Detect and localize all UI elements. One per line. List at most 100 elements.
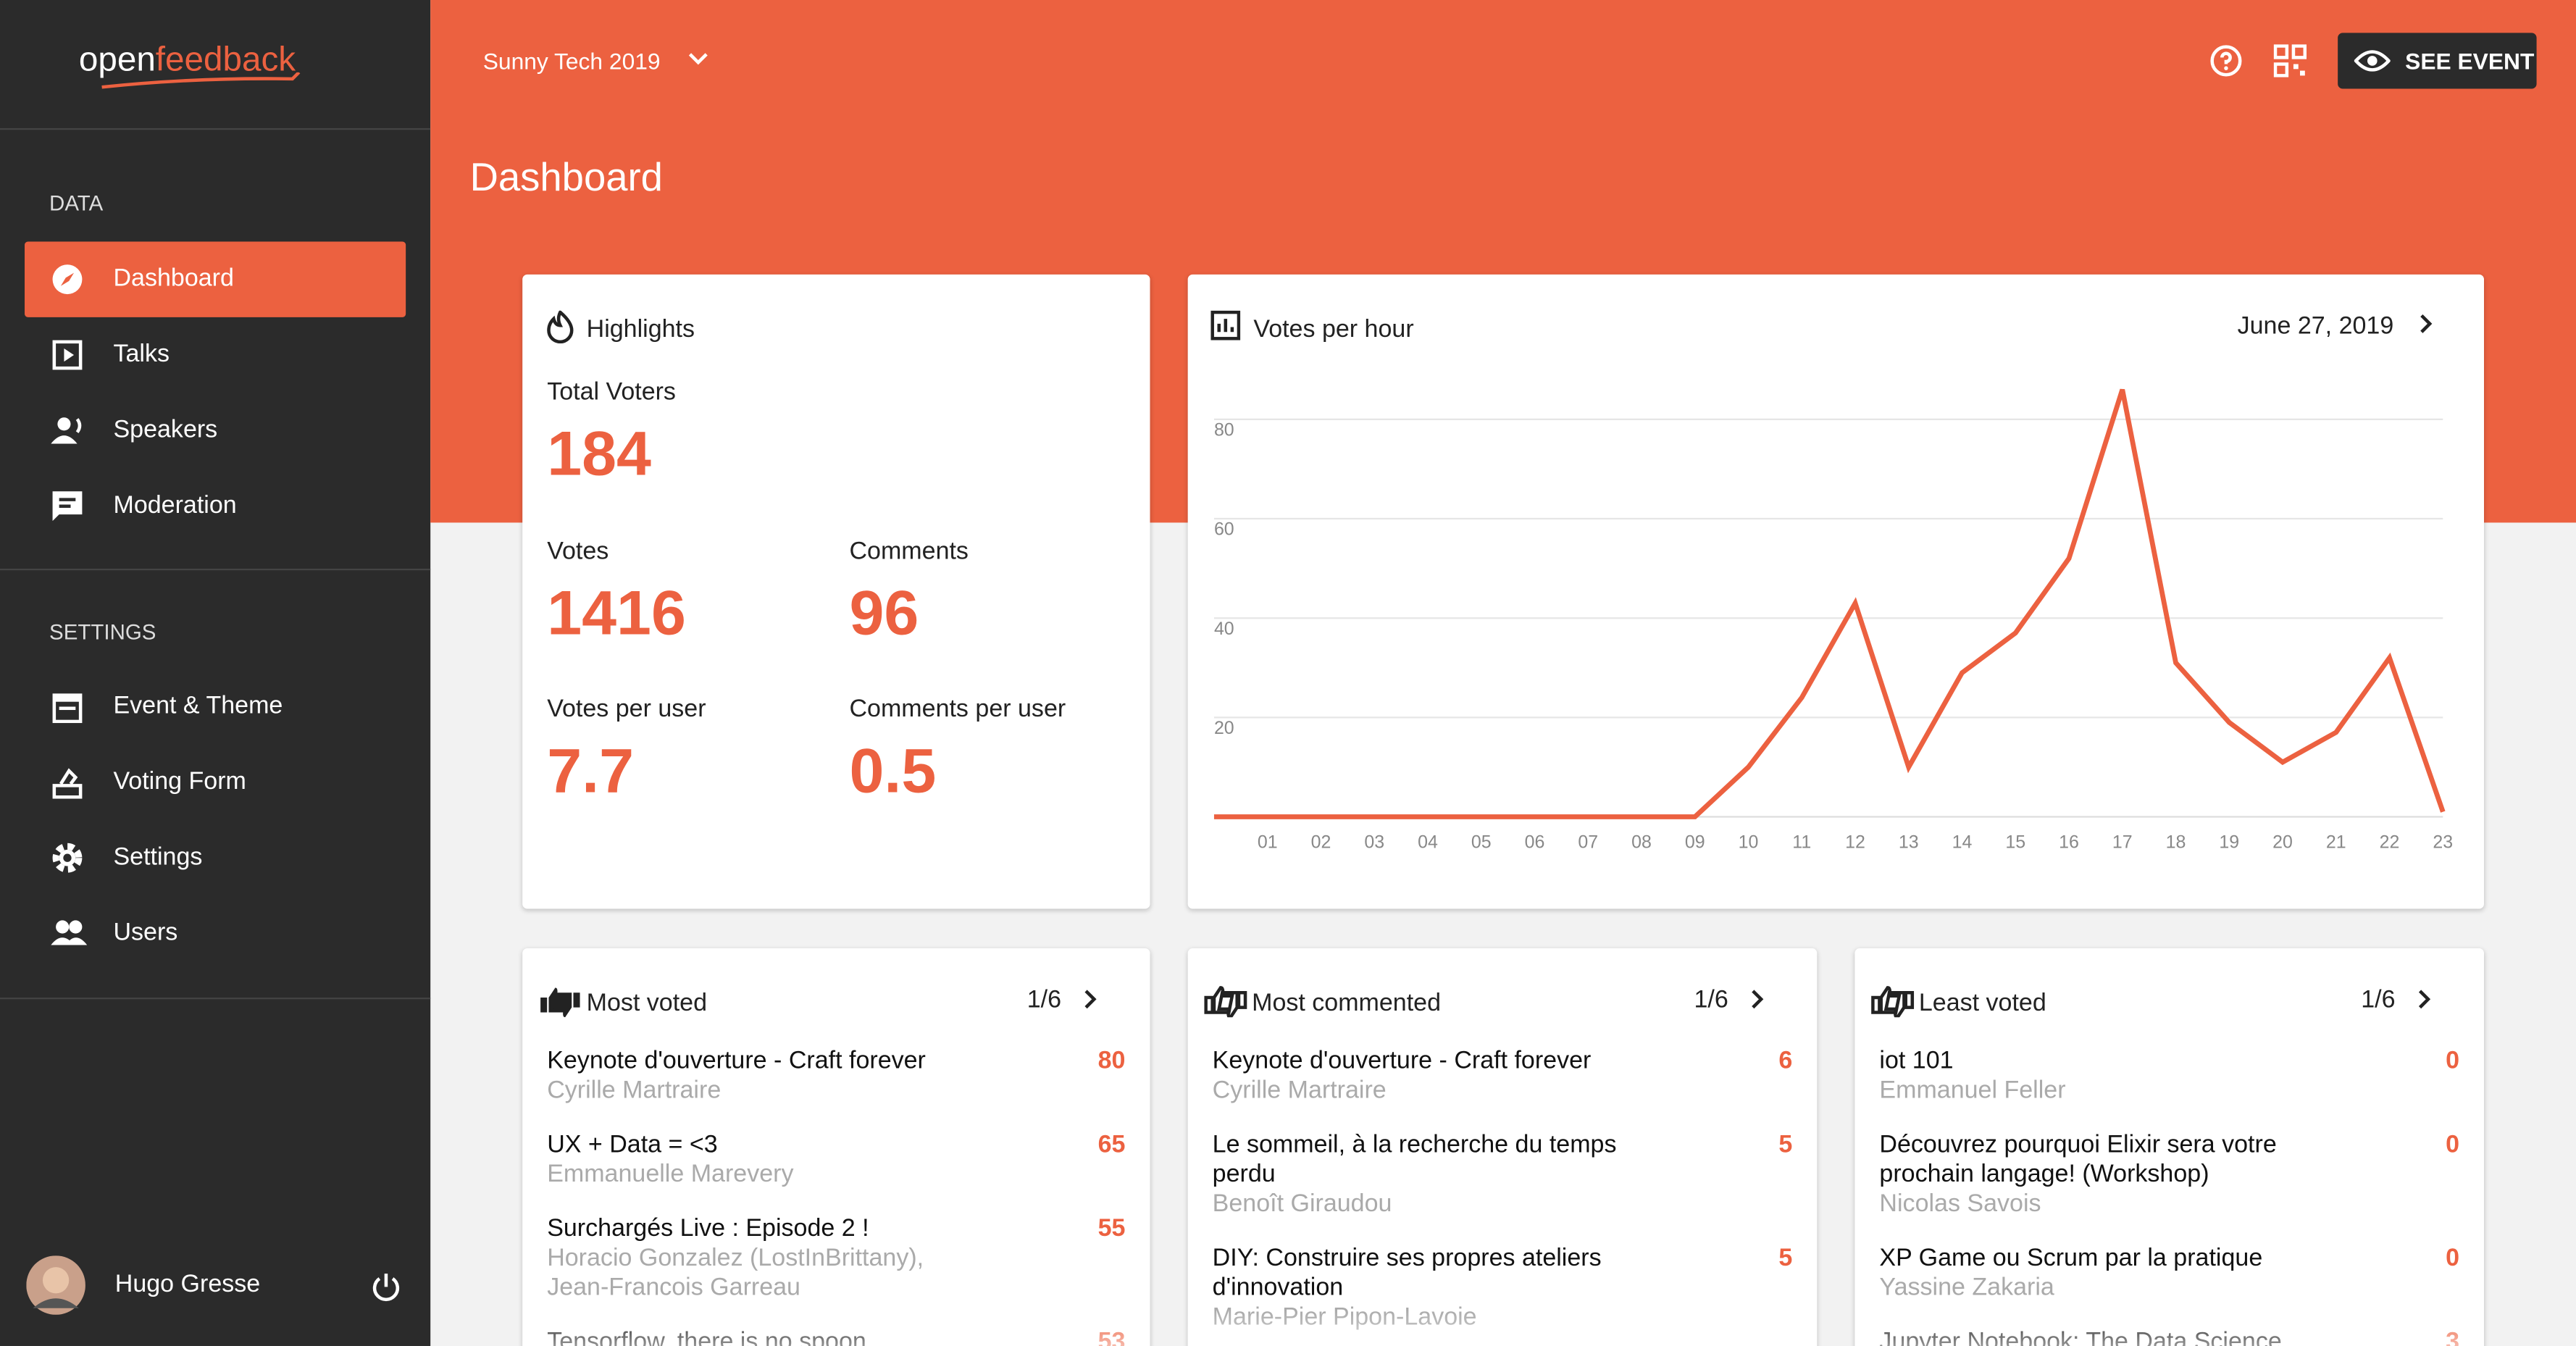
talk-item[interactable]: XP Game ou Scrum par la pratique Yassine … <box>1879 1244 2459 1303</box>
x-tick-label: 12 <box>1845 832 1865 853</box>
talk-value: 0 <box>2446 1244 2459 1272</box>
next-page[interactable] <box>2415 987 2435 1011</box>
nav-item[interactable]: Users <box>25 895 406 971</box>
talk-title: iot 101 <box>1879 1047 1954 1075</box>
talk-item[interactable]: Le sommeil, à la recherche du temps perd… <box>1213 1131 1793 1220</box>
help-icon[interactable] <box>2209 44 2242 77</box>
nav-label: Voting Form <box>113 767 246 796</box>
section-title: DATA <box>49 191 104 216</box>
talk-item[interactable]: Keynote d'ouverture - Craft forever Cyril… <box>547 1047 1125 1106</box>
nav-label: Speakers <box>113 415 218 444</box>
icon <box>52 340 83 370</box>
nav-item[interactable]: Event & Theme <box>25 669 406 744</box>
talk-speakers: Cyrille Martraire <box>547 1076 722 1105</box>
talk-value: 80 <box>1097 1047 1126 1075</box>
talk-value: 6 <box>1778 1047 1793 1075</box>
chart-icon <box>1210 310 1241 340</box>
x-tick-label: 19 <box>2219 832 2239 853</box>
nav-item[interactable]: Speakers <box>25 393 406 468</box>
logo-text: open <box>78 41 156 79</box>
icon <box>52 264 83 295</box>
line-chart: 20 40 60 80 01 02 03 04 05 06 07 08 09 10 11 12 13 14 15 16… <box>1213 388 2453 853</box>
see-event-button[interactable]: SEE EVENT <box>2338 33 2537 89</box>
x-tick-label: 09 <box>1685 832 1705 853</box>
stat-value: 7.7 <box>547 737 635 807</box>
y-tick-label: 20 <box>1214 718 1234 738</box>
divider <box>0 568 431 571</box>
card-title: Least voted <box>1918 989 2046 1018</box>
x-tick-label: 13 <box>1899 832 1919 853</box>
talk-title: DIY: Construire ses propres ateliers d'i… <box>1212 1244 1602 1302</box>
sidebar: openfeedback DATA Dashboard Talks Speake… <box>0 0 431 1346</box>
x-tick-label: 05 <box>1471 832 1492 853</box>
stat-label: Votes per user <box>547 695 706 724</box>
talk-title: Keynote d'ouverture - Craft forever <box>1212 1047 1592 1075</box>
talk-item[interactable]: Surchargés Live : Episode 2 ! Horacio Gon… <box>547 1214 1125 1303</box>
logo[interactable]: openfeedback <box>79 41 296 80</box>
talk-item[interactable]: Découvrez pourquoi Elixir sera votre pro… <box>1879 1131 2459 1220</box>
x-tick-label: 23 <box>2433 832 2453 853</box>
qr-icon[interactable] <box>2273 44 2307 78</box>
nav-item[interactable]: Moderation <box>25 469 406 544</box>
pager: 1/6 <box>2361 986 2396 1014</box>
highlights-card: Highlights Total Voters 184 Votes 1416 C… <box>522 274 1150 909</box>
logout-icon[interactable] <box>369 1271 402 1303</box>
next-day[interactable] <box>2417 312 2436 335</box>
talk-speakers: Nicolas Savois <box>1879 1190 2041 1218</box>
chevron-down[interactable] <box>687 51 710 67</box>
x-tick-label: 11 <box>1792 832 1811 853</box>
next-page[interactable] <box>1748 987 1768 1011</box>
talk-item[interactable]: UX + Data = <3 Emmanuelle Marevery 65 <box>547 1131 1125 1190</box>
talk-speakers: Emmanuelle Marevery <box>547 1160 794 1189</box>
nav-item[interactable]: Talks <box>25 317 406 393</box>
nav-item[interactable]: Dashboard <box>25 241 406 317</box>
icon <box>52 491 83 522</box>
list-icon <box>1871 986 1915 1018</box>
icon <box>52 843 83 873</box>
x-tick-label: 17 <box>2112 832 2133 853</box>
x-tick-label: 21 <box>2326 832 2346 853</box>
pager: 1/6 <box>1694 986 1728 1014</box>
nav-label: Dashboard <box>113 264 234 293</box>
divider <box>0 128 431 130</box>
page-title: Dashboard <box>469 156 663 201</box>
x-tick-label: 20 <box>2272 832 2293 853</box>
avatar[interactable] <box>26 1255 85 1315</box>
x-tick-label: 15 <box>2005 832 2025 853</box>
card-title: Most commented <box>1252 989 1442 1018</box>
talk-value: 5 <box>1778 1130 1793 1159</box>
x-tick-label: 10 <box>1739 832 1759 853</box>
fade <box>1854 1310 2485 1346</box>
talk-speakers: Cyrille Martraire <box>1212 1076 1387 1105</box>
talk-value: 65 <box>1097 1130 1126 1159</box>
x-tick-label: 14 <box>1952 832 1973 853</box>
next-page[interactable] <box>1081 987 1100 1011</box>
icon <box>52 693 83 724</box>
x-tick-label: 22 <box>2380 832 2400 853</box>
talk-value: 5 <box>1778 1244 1793 1272</box>
chart-date: June 27, 2019 <box>2237 312 2394 340</box>
list-card: Most commented 1/6 Keynote d'ouverture - C… <box>1187 948 1818 1346</box>
nav-item[interactable]: Voting Form <box>25 745 406 820</box>
x-tick-label: 06 <box>1525 832 1545 853</box>
talk-item[interactable]: Keynote d'ouverture - Craft forever Cyril… <box>1213 1047 1793 1106</box>
eye-icon <box>2354 50 2391 72</box>
card-title: Highlights <box>586 315 695 344</box>
talk-title: Surchargés Live : Episode 2 ! <box>547 1214 869 1243</box>
x-tick-label: 16 <box>2059 832 2079 853</box>
nav-label: Moderation <box>113 491 237 519</box>
list-card: Most voted 1/6 Keynote d'ouverture - Craft… <box>522 948 1150 1346</box>
logo-underline <box>101 72 301 89</box>
event-selector[interactable]: Sunny Tech 2019 <box>482 47 661 75</box>
y-tick-label: 40 <box>1214 619 1234 639</box>
nav-label: Settings <box>113 843 203 871</box>
logo-text: feedback <box>155 41 296 79</box>
talk-title: Keynote d'ouverture - Craft forever <box>547 1047 926 1075</box>
talk-item[interactable]: iot 101 Emmanuel Feller 0 <box>1879 1047 2459 1106</box>
card-title: Most voted <box>586 989 708 1018</box>
icon <box>51 920 88 945</box>
nav-item[interactable]: Settings <box>25 820 406 895</box>
nav-label: Event & Theme <box>113 692 283 720</box>
talk-title: Découvrez pourquoi Elixir sera votre pro… <box>1879 1130 2277 1189</box>
